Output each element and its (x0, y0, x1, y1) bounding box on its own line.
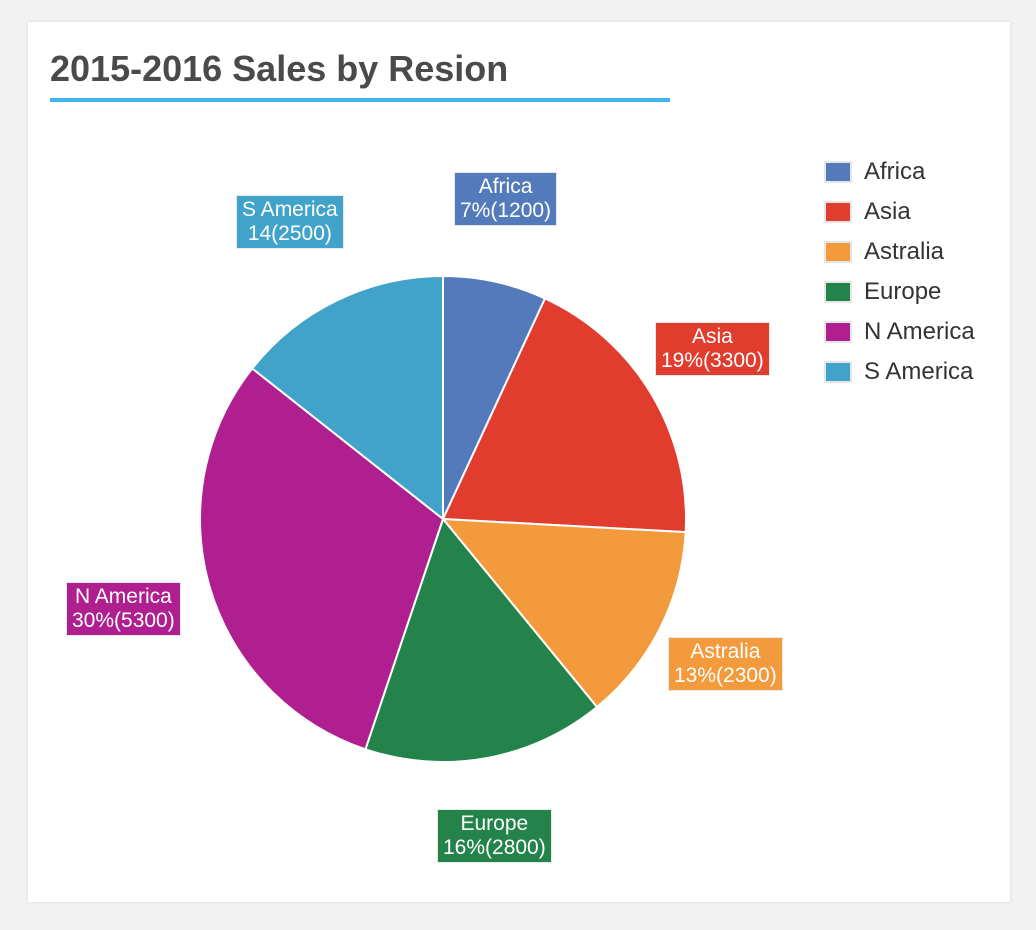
slice-label-africa: Africa 7%(1200) (454, 172, 558, 226)
legend-label: Astralia (864, 238, 945, 265)
pie-slice-s-america[interactable] (250, 274, 444, 522)
legend-item-astralia[interactable]: Astralia (824, 232, 975, 272)
pie-slice-asia[interactable] (441, 297, 687, 534)
slice-label-name: Africa (478, 175, 533, 198)
legend-swatch (824, 321, 852, 343)
slice-label-value: 13%(2300) (674, 664, 777, 687)
legend-label: Asia (864, 198, 911, 225)
slice-label-value: 14(2500) (247, 222, 332, 245)
legend: Africa Asia Astralia Europe N America S … (824, 152, 975, 392)
legend-item-europe[interactable]: Europe (824, 272, 975, 312)
legend-label: Africa (864, 158, 926, 185)
slice-label-name: S America (242, 198, 338, 221)
slice-label-europe: Europe 16%(2800) (437, 809, 552, 863)
chart-title: 2015-2016 Sales by Resion (50, 48, 509, 89)
slice-label-s-america: S America 14(2500) (236, 195, 344, 249)
legend-swatch (824, 281, 852, 303)
legend-item-africa[interactable]: Africa (824, 152, 975, 192)
slice-label-name: Astralia (690, 640, 761, 663)
legend-swatch (824, 161, 852, 183)
chart-card: 2015-2016 Sales by Resion Africa 7%(1200… (28, 22, 1010, 902)
legend-item-n-america[interactable]: N America (824, 312, 975, 352)
slice-label-value: 16%(2800) (443, 836, 546, 859)
legend-swatch (824, 361, 852, 383)
pie-chart (199, 274, 687, 763)
slice-label-astralia: Astralia 13%(2300) (668, 637, 783, 691)
legend-item-s-america[interactable]: S America (824, 352, 975, 392)
slice-label-asia: Asia 19%(3300) (655, 322, 770, 376)
pie-slice-africa[interactable] (442, 274, 547, 520)
slice-label-value: 30%(5300) (72, 609, 175, 632)
slice-label-name: N America (74, 585, 172, 608)
slice-label-n-america: N America 30%(5300) (66, 582, 181, 636)
pie-slice-n-america[interactable] (199, 367, 445, 751)
slice-label-name: Europe (460, 812, 529, 835)
pie-slice-astralia[interactable] (440, 517, 687, 709)
legend-label: N America (864, 318, 975, 345)
legend-label: Europe (864, 278, 942, 305)
slice-label-value: 7%(1200) (460, 199, 552, 222)
slice-label-name: Asia (691, 325, 733, 348)
title-underline (50, 98, 670, 102)
legend-label: S America (864, 358, 974, 385)
slice-label-value: 19%(3300) (661, 349, 764, 372)
legend-item-asia[interactable]: Asia (824, 192, 975, 232)
legend-swatch (824, 241, 852, 263)
legend-swatch (824, 201, 852, 223)
